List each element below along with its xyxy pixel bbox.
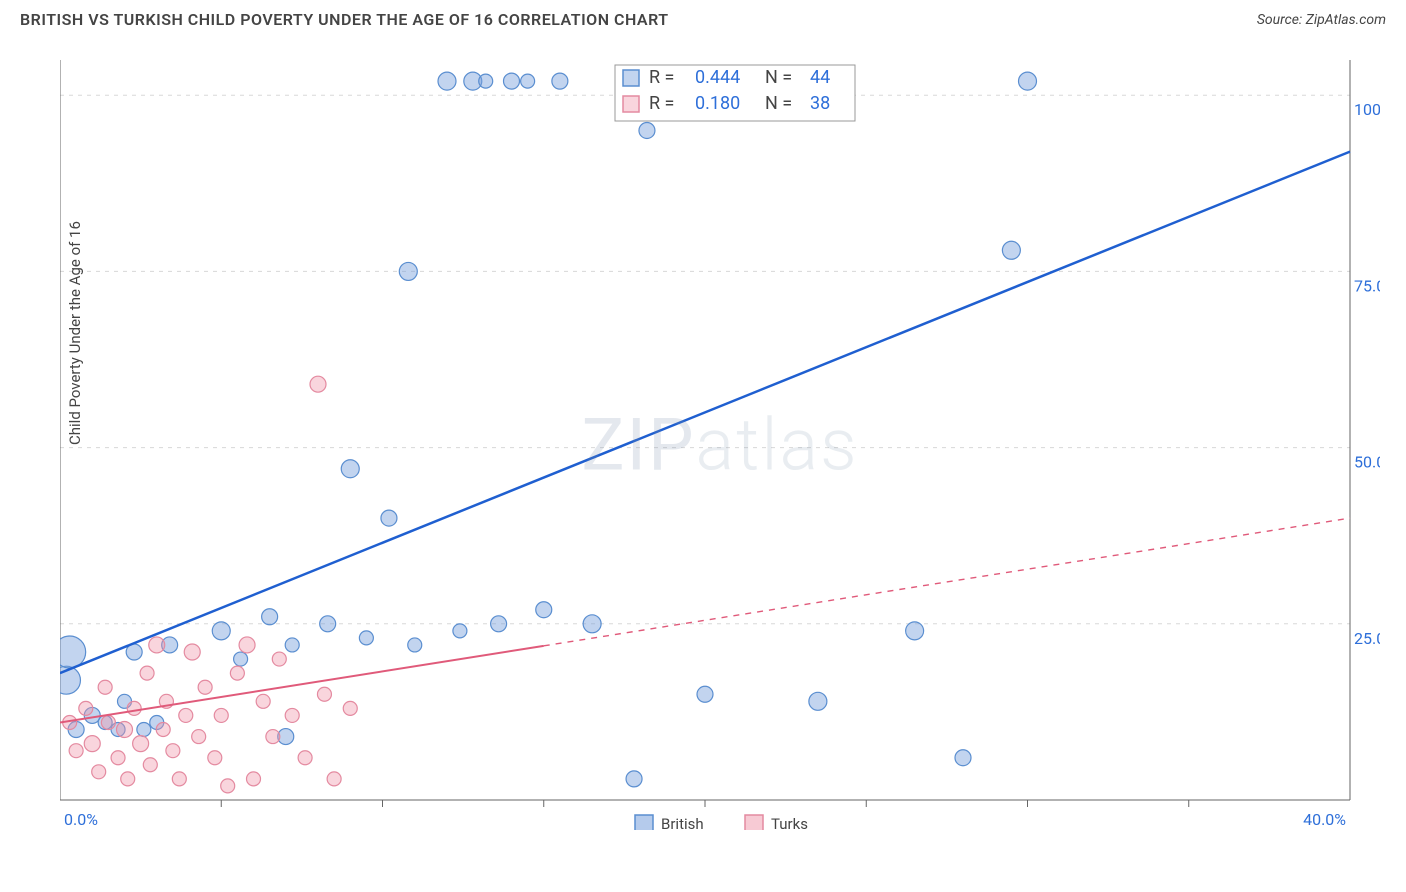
scatter-point <box>438 72 456 90</box>
stats-r-label: R = <box>649 67 674 88</box>
scatter-point <box>285 638 299 652</box>
scatter-point <box>256 694 270 708</box>
scatter-point <box>79 701 93 715</box>
scatter-point <box>504 73 520 89</box>
scatter-point <box>1002 241 1020 259</box>
stats-r-value: 0.180 <box>695 93 740 114</box>
scatter-point <box>127 701 141 715</box>
source-attribution: Source: ZipAtlas.com <box>1257 12 1386 28</box>
scatter-point <box>285 708 299 722</box>
scatter-point <box>521 74 535 88</box>
scatter-point <box>341 460 359 478</box>
scatter-point <box>84 736 100 752</box>
scatter-point <box>552 73 568 89</box>
trend-line-dashed <box>544 518 1350 646</box>
legend-label: British <box>661 815 704 830</box>
scatter-point <box>140 666 154 680</box>
scatter-point <box>208 751 222 765</box>
scatter-point <box>143 758 157 772</box>
scatter-point <box>809 692 827 710</box>
legend-swatch <box>635 815 653 830</box>
scatter-point <box>98 680 112 694</box>
scatter-point <box>491 616 507 632</box>
scatter-point <box>408 638 422 652</box>
y-tick-label: 50.0% <box>1354 453 1380 472</box>
scatter-point <box>184 644 200 660</box>
scatter-point <box>479 74 493 88</box>
scatter-point <box>117 722 133 738</box>
scatter-point <box>166 744 180 758</box>
scatter-point <box>69 744 83 758</box>
scatter-point <box>214 708 228 722</box>
legend-label: Turks <box>771 815 808 830</box>
stats-r-label: R = <box>649 93 674 114</box>
scatter-point <box>906 622 924 640</box>
scatter-point <box>137 723 151 737</box>
y-tick-label: 75.0% <box>1354 276 1380 295</box>
scatter-point <box>92 765 106 779</box>
stats-n-value: 44 <box>810 67 830 88</box>
source-name: ZipAtlas.com <box>1306 12 1386 28</box>
scatter-point <box>221 779 235 793</box>
scatter-point <box>272 652 286 666</box>
y-axis-label: Child Poverty Under the Age of 16 <box>66 221 84 445</box>
scatter-point <box>230 666 244 680</box>
stats-n-value: 38 <box>810 93 830 114</box>
scatter-point <box>212 622 230 640</box>
scatter-point <box>239 637 255 653</box>
legend-swatch <box>745 815 763 830</box>
stats-n-label: N = <box>765 67 792 88</box>
source-prefix: Source: <box>1257 12 1306 28</box>
scatter-point <box>149 637 165 653</box>
scatter-point <box>298 751 312 765</box>
scatter-point <box>179 708 193 722</box>
scatter-point <box>266 730 280 744</box>
scatter-point <box>453 624 467 638</box>
scatter-point <box>198 680 212 694</box>
trend-line <box>60 152 1350 674</box>
stats-swatch <box>623 70 639 86</box>
scatter-point <box>101 715 115 729</box>
scatter-point <box>639 122 655 138</box>
scatter-point <box>697 686 713 702</box>
scatter-point <box>317 687 331 701</box>
scatter-point <box>247 772 261 786</box>
scatter-point <box>172 772 186 786</box>
scatter-point <box>262 609 278 625</box>
scatter-point <box>192 730 206 744</box>
scatter-point <box>310 376 326 392</box>
scatter-point <box>343 701 357 715</box>
plot-area: Child Poverty Under the Age of 16 ZIPatl… <box>60 60 1380 830</box>
y-tick-label: 100.0% <box>1354 100 1380 119</box>
y-tick-label: 25.0% <box>1354 629 1380 648</box>
chart-svg: 25.0% 50.0% 75.0% 100.0% 0.0% 40.0% R = 0.444 N … <box>60 60 1380 830</box>
scatter-point <box>111 751 125 765</box>
scatter-point <box>955 750 971 766</box>
scatter-point <box>359 631 373 645</box>
scatter-point <box>583 615 601 633</box>
scatter-point <box>320 616 336 632</box>
scatter-point <box>399 262 417 280</box>
scatter-point <box>156 723 170 737</box>
x-tick-label: 40.0% <box>1303 810 1346 829</box>
scatter-point <box>536 602 552 618</box>
scatter-point <box>327 772 341 786</box>
scatter-point <box>234 652 248 666</box>
scatter-point <box>121 772 135 786</box>
x-tick-label: 0.0% <box>64 810 98 829</box>
stats-r-value: 0.444 <box>695 67 740 88</box>
scatter-point <box>626 771 642 787</box>
scatter-point <box>133 736 149 752</box>
scatter-point <box>60 666 80 694</box>
chart-title: BRITISH VS TURKISH CHILD POVERTY UNDER T… <box>20 10 669 29</box>
stats-swatch <box>623 96 639 112</box>
scatter-point <box>381 510 397 526</box>
scatter-point <box>1019 72 1037 90</box>
stats-n-label: N = <box>765 93 792 114</box>
